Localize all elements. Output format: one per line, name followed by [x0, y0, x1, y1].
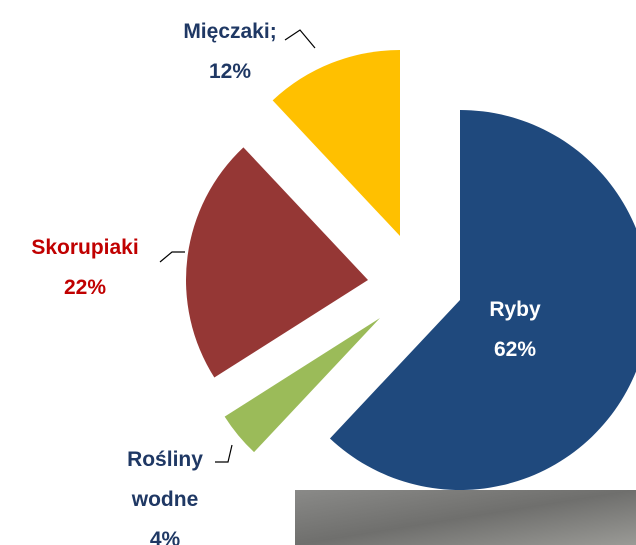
value-label: 22%	[5, 268, 165, 308]
category-label: Rośliny wodne	[110, 440, 220, 520]
chart: Ryby62% Rośliny wodne4% Skorupiaki22% Mięcz…	[0, 0, 636, 545]
slice-label: Mięczaki;12%	[150, 12, 310, 92]
value-label: 4%	[110, 520, 220, 545]
category-label: Mięczaki;	[150, 12, 310, 52]
category-label: Skorupiaki	[5, 228, 165, 268]
category-label: Ryby	[455, 290, 575, 330]
value-label: 62%	[455, 330, 575, 370]
value-label: 12%	[150, 52, 310, 92]
background-photo	[295, 490, 636, 545]
